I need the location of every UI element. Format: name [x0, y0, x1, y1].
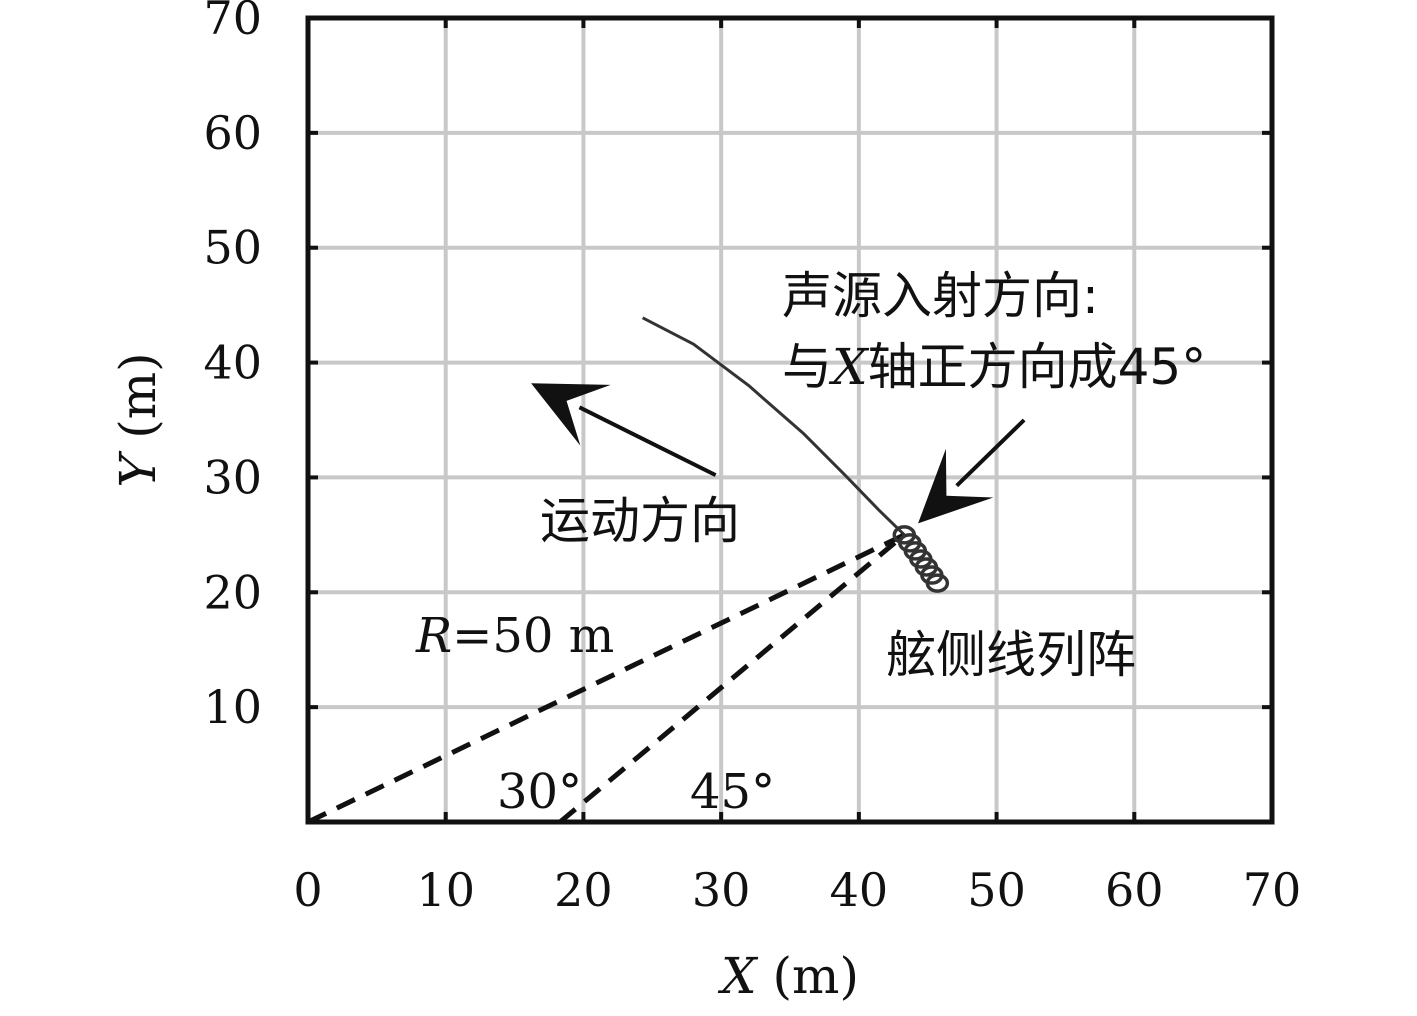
x-tick-label: 10 [416, 863, 475, 917]
side-line-array [892, 525, 950, 593]
y-tick-label: 50 [203, 221, 262, 275]
y-tick-label: 40 [203, 336, 262, 390]
x-axis-label: X (m) [717, 947, 859, 1005]
incidence-annotation-line1: 声源入射方向: [782, 267, 1099, 325]
y-axis-label: Y (m) [109, 352, 167, 487]
plot-frame [305, 15, 1275, 825]
x-tick-labels: 0 10 20 30 40 50 60 70 [293, 863, 1301, 917]
series [306, 316, 906, 825]
x-tick-label: 0 [293, 863, 322, 917]
dashed-radius-line [558, 532, 906, 824]
dashed-radius-line [306, 532, 906, 825]
arrow-shaft [955, 418, 1026, 488]
array-element [925, 573, 950, 593]
array-label: 舷侧线列阵 [886, 626, 1136, 684]
arrows [531, 383, 1026, 524]
x-tick-label: 20 [554, 863, 613, 917]
trajectory-curve [641, 316, 906, 536]
y-tick-label: 20 [203, 565, 262, 619]
y-tick-labels: 10 20 30 40 50 60 70 [203, 0, 262, 734]
y-tick-label: 30 [203, 450, 262, 504]
y-tick-label: 60 [203, 106, 262, 160]
x-tick-label: 40 [830, 863, 889, 917]
x-tick-label: 30 [692, 863, 751, 917]
incidence-annotation-line2: 与X轴正方向成45° [782, 338, 1206, 396]
radius-label: R=50 m [415, 608, 614, 664]
grid-lines [308, 18, 1272, 822]
motion-direction-label: 运动方向 [540, 492, 740, 550]
x-tick-label: 70 [1243, 863, 1302, 917]
x-tick-label: 60 [1105, 863, 1164, 917]
arrow-shaft [578, 405, 717, 477]
arrow-head [531, 383, 611, 446]
y-tick-label: 70 [203, 0, 262, 45]
arrow-head [918, 448, 994, 524]
tick-marks [308, 18, 1272, 822]
x-tick-label: 50 [967, 863, 1026, 917]
angle-45-label: 45° [690, 764, 775, 820]
y-tick-label: 10 [203, 680, 262, 734]
angle-30-label: 30° [497, 764, 582, 820]
